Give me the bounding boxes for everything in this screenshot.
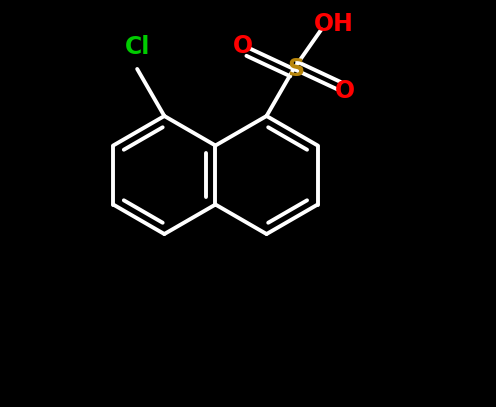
Text: O: O xyxy=(335,79,355,103)
Text: Cl: Cl xyxy=(124,35,150,59)
Text: S: S xyxy=(287,57,304,81)
Text: O: O xyxy=(233,35,252,59)
Text: OH: OH xyxy=(314,13,354,37)
